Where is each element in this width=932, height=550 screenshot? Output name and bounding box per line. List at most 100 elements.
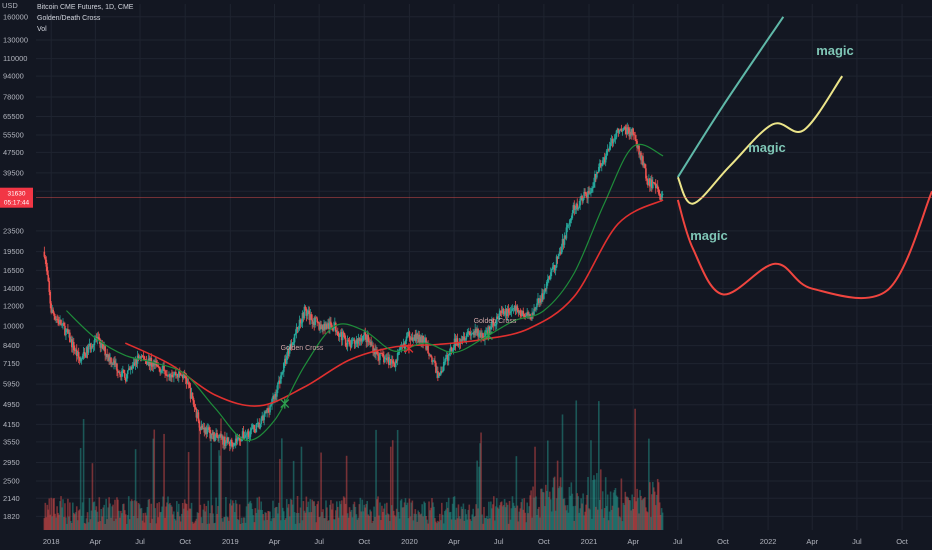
candle-body (338, 333, 341, 337)
volume-bar (371, 522, 373, 530)
volume-bar (179, 521, 182, 530)
volume-bar (484, 517, 486, 530)
volume-bar (534, 446, 536, 530)
volume-bar (200, 517, 203, 530)
candle-body (219, 434, 221, 437)
volume-bar (498, 505, 501, 530)
volume-bar (456, 518, 459, 530)
candle-body (59, 320, 61, 325)
candle-body (77, 351, 80, 358)
price-tick-label: 7150 (3, 359, 20, 368)
candle-body (439, 372, 441, 375)
volume-bar (312, 501, 315, 530)
candle-body (370, 341, 372, 346)
volume-bar (415, 514, 418, 530)
candle-body (417, 334, 420, 339)
candle-body (355, 339, 358, 344)
volume-bar (441, 514, 444, 530)
candle-body (611, 138, 614, 144)
volume-bar (230, 499, 232, 530)
volume-bar (199, 504, 202, 530)
volume-bar (481, 514, 483, 530)
volume-bar (84, 523, 87, 530)
candle-body (346, 339, 349, 347)
candle-body (393, 363, 396, 368)
volume-bar (124, 514, 127, 530)
candle-body (366, 335, 369, 343)
time-tick-label: Jul (314, 537, 324, 546)
candle-body (163, 365, 165, 371)
price-axis[interactable]: USD 160000 130000 110000 94000 78000 65500 5550… (0, 1, 33, 521)
price-tick-label: 160000 (3, 12, 28, 21)
candle-body (294, 333, 297, 335)
volume-bar (307, 501, 310, 530)
volume-bar (332, 503, 334, 530)
volume-bar (217, 506, 219, 530)
volume-bar (618, 516, 621, 530)
candle-body (568, 222, 571, 225)
candle-body (349, 344, 352, 348)
candle-body (372, 345, 374, 354)
candle-body (47, 274, 50, 282)
volume-bar (469, 519, 472, 530)
candle-body (203, 427, 206, 433)
volume-bar (384, 503, 386, 530)
volume-bar (181, 502, 184, 530)
volume-bar (68, 516, 70, 530)
candle-body (645, 168, 647, 179)
time-axis[interactable]: 2018 Apr Jul Oct 2019 Apr Jul Oct 2020 Apr Jul Oct 2… (43, 537, 909, 546)
candle-body (233, 443, 236, 446)
volume-bar (197, 513, 200, 530)
volume-bar (74, 512, 77, 530)
candle-body (128, 368, 131, 370)
candle-body (553, 265, 556, 271)
volume-bar (594, 479, 596, 530)
volume-bar (263, 520, 265, 530)
projection-teal (676, 16, 785, 178)
volume-bar (75, 506, 78, 530)
volume-bar (545, 484, 547, 530)
volume-bar (71, 522, 73, 530)
ma-slow-line (124, 199, 664, 407)
price-tick-label: 4150 (3, 420, 20, 429)
candle-body (295, 327, 298, 334)
volume-bar (366, 501, 369, 530)
volume-bar (246, 437, 249, 530)
candle-body (537, 298, 539, 304)
time-tick-label: Apr (269, 537, 281, 546)
candle-body (599, 163, 602, 167)
volume-bar (293, 512, 296, 530)
candle-body (108, 354, 110, 361)
candle-body (314, 317, 317, 325)
candle-body (46, 266, 49, 275)
volume-bar (470, 520, 473, 530)
candle-body (648, 178, 650, 186)
volume-bar (427, 523, 429, 530)
volume-bar (301, 520, 304, 530)
price-tick-label: 47500 (3, 148, 24, 157)
candle-body (388, 359, 391, 365)
volume-bar (222, 521, 224, 530)
volume-bar (474, 515, 476, 530)
volume-bar (338, 501, 341, 530)
candle-body (204, 427, 207, 433)
volume-bar (552, 477, 555, 530)
volume-bar (605, 506, 608, 530)
volume-bar (188, 508, 191, 530)
candle-body (345, 345, 348, 347)
candle-body (427, 344, 429, 354)
volume-bar (629, 500, 632, 530)
volume-bar (215, 497, 217, 530)
candle-body (172, 376, 174, 378)
volume-bar (539, 517, 541, 530)
volume-bar (221, 518, 223, 530)
time-tick-label: Jul (494, 537, 504, 546)
volume-bar (121, 513, 123, 530)
candle-body (524, 316, 527, 318)
candle-body (48, 281, 51, 292)
candle-body (165, 374, 167, 376)
volume-bar (134, 449, 137, 530)
volume-bar (245, 506, 248, 530)
volume-bar (268, 511, 270, 530)
